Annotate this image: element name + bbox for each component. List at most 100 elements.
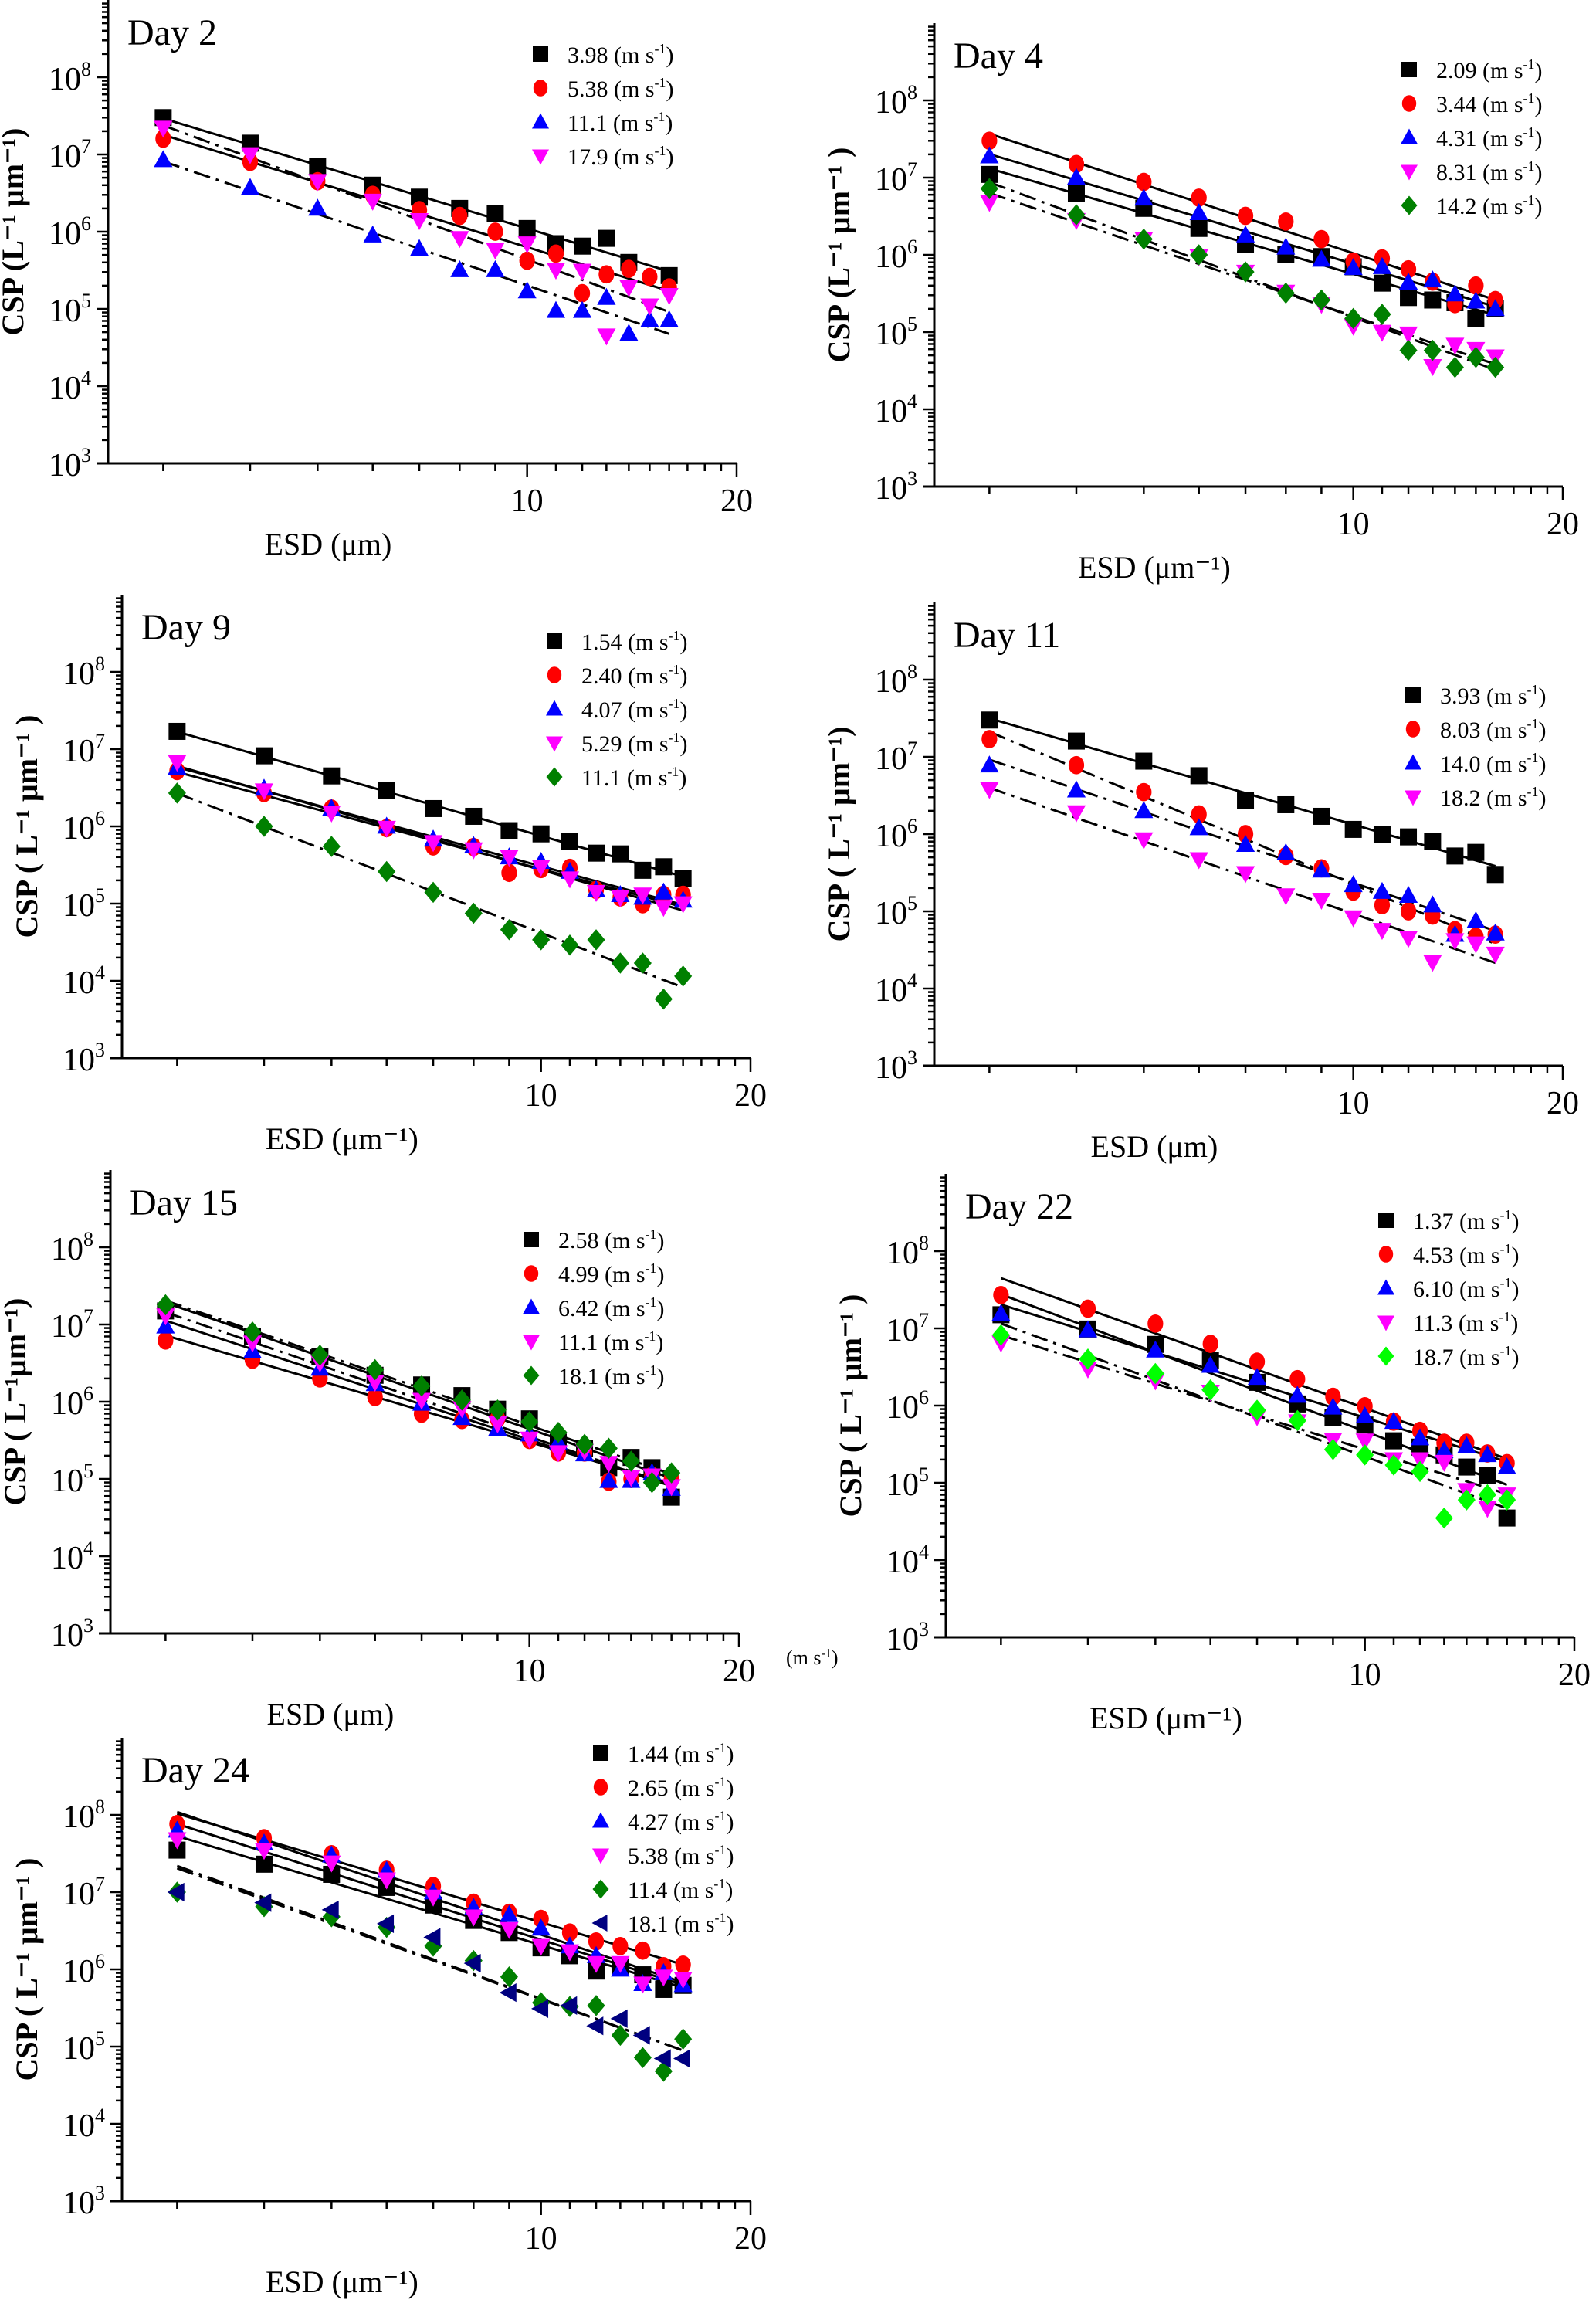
y-tick-label: 104: [49, 367, 91, 406]
data-point: [308, 198, 327, 216]
data-point: [588, 844, 605, 862]
data-point: [517, 281, 537, 299]
data-point: [487, 222, 503, 241]
series-1.54: [168, 722, 692, 887]
data-point: [531, 1999, 549, 2018]
x-axis-label: ESD (μm): [1091, 1129, 1218, 1164]
data-point: [1445, 337, 1465, 355]
series-2.09: [981, 165, 1504, 327]
data-point: [561, 934, 579, 956]
legend-marker: [546, 700, 563, 716]
data-point: [1190, 244, 1208, 266]
data-point: [1236, 261, 1255, 283]
data-point: [1458, 1458, 1476, 1476]
data-point: [662, 1462, 681, 1484]
x-tick-label: 10: [1337, 1086, 1370, 1121]
panel-title: Day 9: [141, 607, 231, 648]
data-point: [242, 1335, 263, 1353]
legend-marker: [1401, 195, 1418, 215]
data-point: [1344, 258, 1363, 276]
y-tick-label: 108: [49, 58, 91, 97]
data-point: [1235, 866, 1255, 884]
data-point: [412, 1375, 431, 1397]
legend-marker: [1401, 95, 1417, 112]
data-point: [1079, 1299, 1096, 1318]
series-14.0: [980, 755, 1505, 942]
legend-label: 18.2 (m s-1): [1440, 784, 1547, 811]
data-point: [377, 1914, 395, 1933]
series-4.31: [980, 146, 1505, 317]
data-point: [254, 783, 274, 801]
data-point: [622, 1450, 640, 1472]
legend-marker: [524, 1265, 539, 1282]
data-point: [1134, 801, 1154, 819]
chart-panel-day-22: 10 20 103 104 105 106 107 108 ESD (μm⁻¹) CSP ( L⁻…: [833, 1174, 1591, 1735]
data-point: [635, 1941, 651, 1960]
data-point: [1374, 896, 1391, 914]
legend-marker: [1401, 164, 1418, 181]
legend-marker: [547, 666, 562, 683]
data-point: [981, 165, 998, 183]
legend-marker: [523, 1335, 540, 1351]
legend-marker: [1405, 754, 1421, 770]
data-point: [597, 287, 616, 305]
y-tick-label: 107: [63, 1873, 105, 1912]
data-point: [168, 782, 186, 804]
data-point: [1134, 228, 1153, 250]
data-point: [1136, 782, 1152, 802]
x-tick-label: 10: [1349, 1657, 1381, 1693]
data-point: [599, 1470, 618, 1488]
legend-marker: [1405, 790, 1421, 806]
data-point: [586, 1955, 606, 1973]
data-point: [1497, 1457, 1516, 1474]
y-tick-label: 106: [875, 815, 917, 854]
data-point: [1190, 219, 1208, 237]
stray-unit-end: ): [831, 1647, 839, 1669]
data-point: [486, 243, 505, 260]
legend: 3.93 (m s-1) 8.03 (m s-1) 14.0 (m s-1) 18.2…: [1405, 682, 1547, 811]
x-tick-label: 10: [1337, 507, 1370, 542]
data-point: [450, 231, 469, 249]
data-point: [587, 1995, 605, 2016]
data-point: [321, 1900, 339, 1920]
data-point: [1344, 910, 1363, 928]
y-tick-label: 103: [49, 444, 91, 483]
data-point: [1066, 168, 1086, 185]
data-point: [1289, 1369, 1306, 1389]
data-point: [587, 929, 605, 951]
data-point: [619, 324, 639, 341]
data-point: [322, 1855, 341, 1873]
legend-marker: [524, 1232, 539, 1247]
x-axis-label: ESD (μm): [265, 527, 392, 561]
y-axis-label: CSP ( L⁻¹μm⁻¹): [0, 1298, 32, 1506]
series-18.1: [167, 1882, 691, 2068]
data-point: [363, 225, 382, 243]
data-point: [1066, 805, 1086, 822]
series-17.9: [154, 120, 679, 346]
y-axis-label: CSP ( L⁻¹ μm⁻¹ ): [9, 715, 44, 938]
data-point: [488, 1416, 507, 1434]
legend-label: 11.4 (m s-1): [628, 1876, 733, 1903]
legend-marker: [1405, 687, 1421, 703]
legend-label: 6.10 (m s-1): [1413, 1275, 1520, 1302]
data-point: [532, 1992, 551, 2013]
data-point: [1372, 256, 1392, 274]
y-tick-label: 103: [51, 1614, 93, 1653]
data-point: [548, 1445, 568, 1463]
data-point: [980, 178, 998, 200]
data-point: [154, 150, 173, 168]
data-point: [520, 1431, 539, 1449]
data-point: [1423, 359, 1442, 377]
data-point: [168, 722, 186, 740]
data-point: [1313, 807, 1330, 825]
data-point: [1400, 828, 1418, 846]
data-point: [1466, 347, 1485, 368]
data-point: [1373, 274, 1391, 292]
data-point: [611, 890, 630, 907]
data-point: [1201, 1379, 1220, 1401]
legend-label: 1.44 (m s-1): [628, 1740, 734, 1767]
data-point: [1457, 1436, 1476, 1453]
panel-title: Day 11: [954, 615, 1060, 656]
data-point: [1468, 276, 1484, 295]
data-point: [612, 845, 629, 863]
